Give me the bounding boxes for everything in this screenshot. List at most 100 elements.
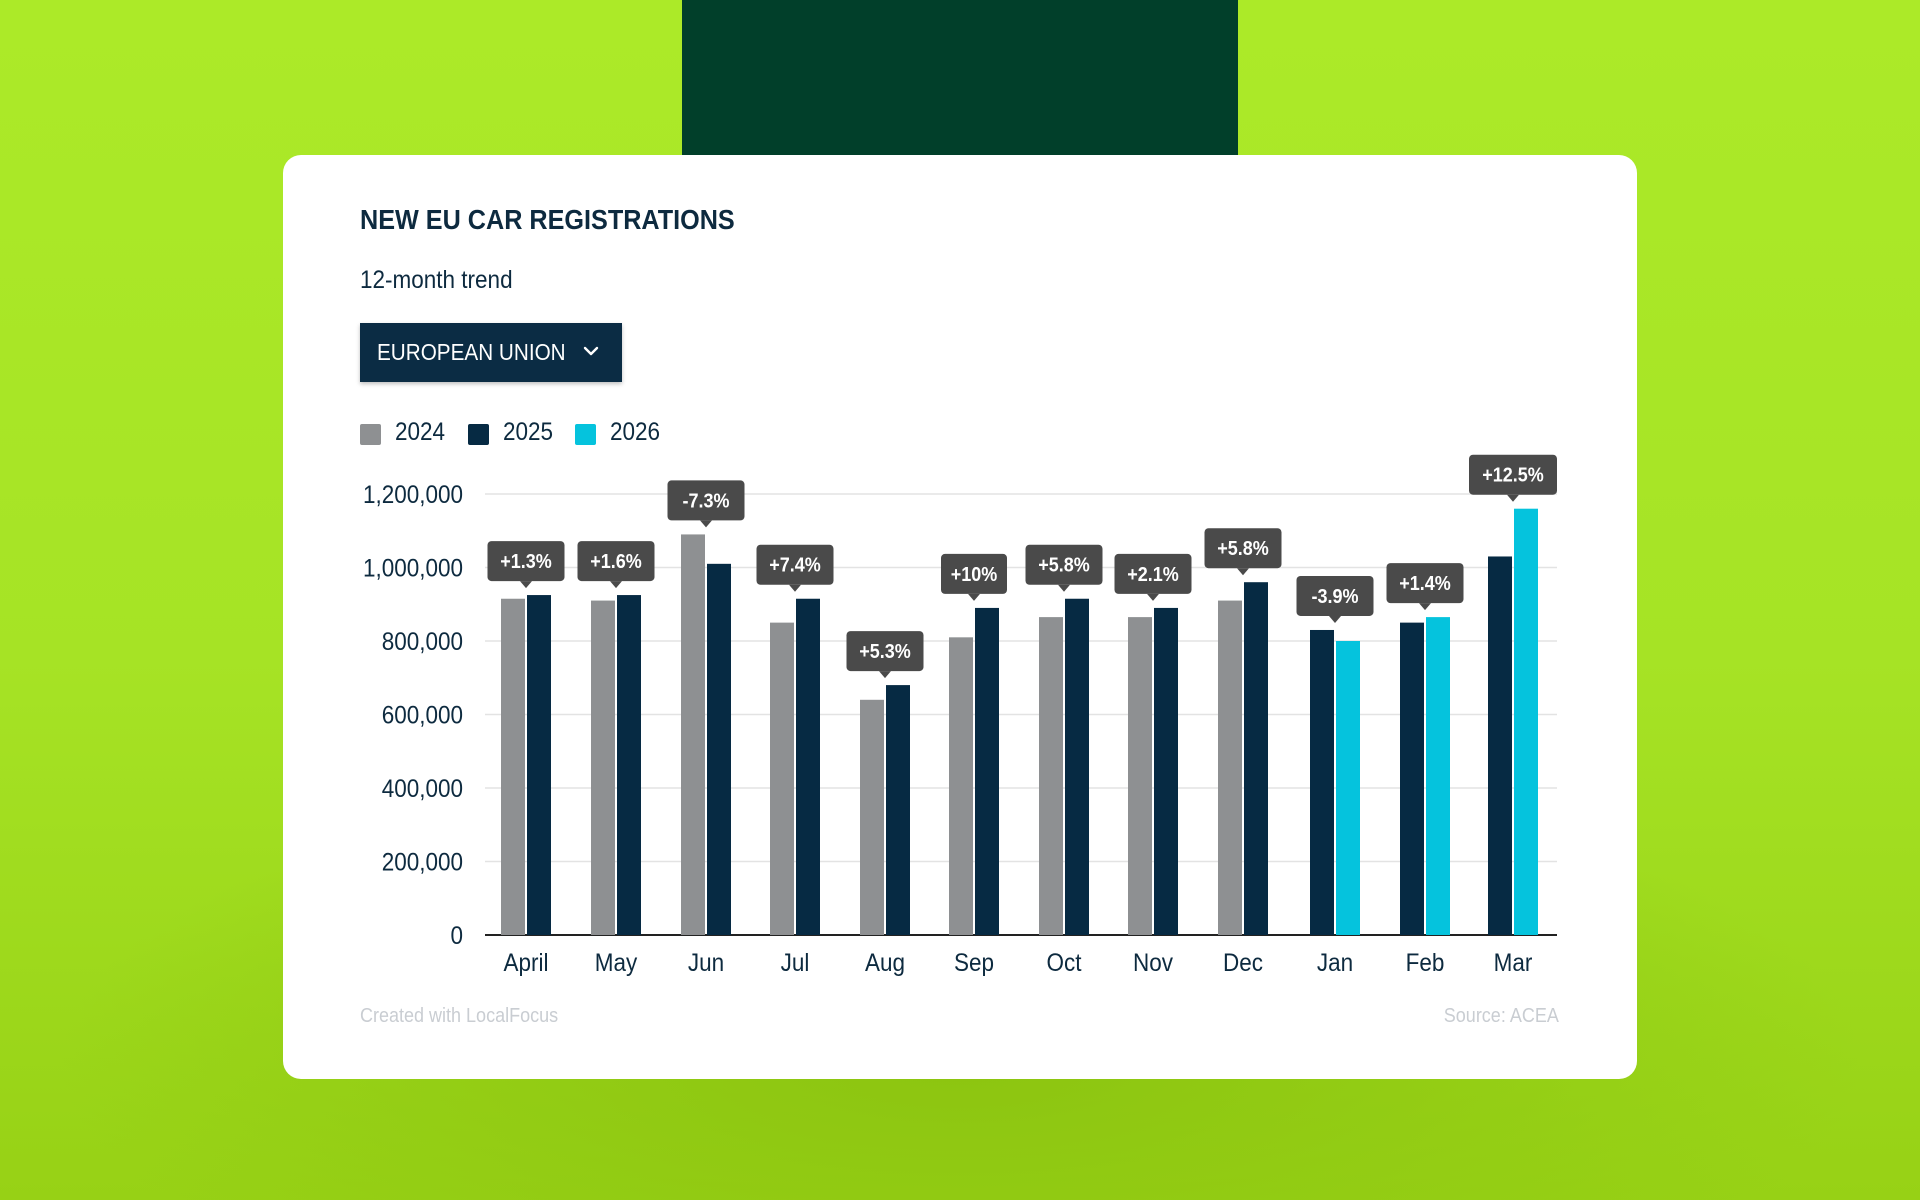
annotation-box <box>941 553 1007 594</box>
annotation-box <box>577 541 655 582</box>
annotation-box <box>1386 563 1464 604</box>
annotation-label: -3.9% <box>1311 586 1358 608</box>
x-tick-label: Jan <box>1317 949 1353 977</box>
change-annotation: -7.3% <box>667 480 745 528</box>
legend-swatch-2025 <box>468 424 489 445</box>
x-tick-label: Feb <box>1406 949 1445 977</box>
chart-card: NEW EU CAR REGISTRATIONS 12-month trend … <box>283 155 1637 1079</box>
change-annotation: +1.6% <box>577 541 655 589</box>
annotation-pointer <box>520 581 532 589</box>
annotation-label: +12.5% <box>1482 465 1544 487</box>
annotation-label: +1.3% <box>500 551 552 573</box>
annotation-pointer <box>789 584 801 592</box>
annotation-box <box>1204 528 1282 569</box>
bar-2024 <box>1039 617 1063 935</box>
change-annotation: +1.3% <box>487 541 565 589</box>
x-tick-label: May <box>595 949 638 977</box>
annotation-pointer <box>1419 603 1431 611</box>
change-annotation: +10% <box>941 553 1007 601</box>
y-tick-label: 200,000 <box>382 848 463 876</box>
chart-subtitle: 12-month trend <box>360 266 513 294</box>
header-color-block <box>682 0 1238 160</box>
annotation-label: +7.4% <box>769 555 821 577</box>
annotation-pointer <box>968 593 980 601</box>
source-label: Source: <box>1443 1005 1506 1027</box>
bar-2025 <box>1244 582 1268 935</box>
bar-2025 <box>617 595 641 935</box>
bar-2026 <box>1426 617 1450 935</box>
annotation-label: +1.4% <box>1399 573 1451 595</box>
bar-2026 <box>1336 641 1360 935</box>
legend-swatch-2024 <box>360 424 381 445</box>
change-annotation: +7.4% <box>756 544 834 592</box>
bar-2025 <box>796 598 820 935</box>
annotation-label: +10% <box>951 564 998 586</box>
annotation-pointer <box>1058 584 1070 592</box>
x-tick-label: April <box>504 949 549 977</box>
x-tick-label: Aug <box>865 949 905 977</box>
annotation-pointer <box>1329 615 1341 623</box>
legend-label-2025: 2025 <box>503 418 554 446</box>
footer-credit: Created with LocalFocus <box>360 1005 559 1027</box>
annotation-box <box>667 480 745 521</box>
legend-label-2024: 2024 <box>395 418 446 446</box>
y-tick-label: 1,000,000 <box>363 554 463 582</box>
annotation-pointer <box>1507 494 1519 502</box>
footer-source: Source: ACEA <box>1444 1005 1559 1028</box>
annotation-label: +5.3% <box>859 641 911 663</box>
change-annotation: +12.5% <box>1469 454 1557 502</box>
annotation-label: +1.6% <box>590 551 642 573</box>
change-annotation: +5.8% <box>1204 528 1282 576</box>
x-tick-label: Nov <box>1133 949 1173 977</box>
annotation-pointer <box>1237 568 1249 576</box>
annotation-box <box>1469 454 1557 495</box>
legend-label-2026: 2026 <box>610 418 661 446</box>
x-tick-label: Sep <box>954 949 994 977</box>
annotation-pointer <box>879 671 891 679</box>
annotation-pointer <box>610 581 622 589</box>
region-dropdown-label: EUROPEAN UNION <box>377 339 566 365</box>
annotation-label: -7.3% <box>682 491 729 513</box>
bar-2025 <box>527 595 551 935</box>
change-annotation: -3.9% <box>1296 575 1374 623</box>
x-tick-label: Jun <box>688 949 724 977</box>
bar-2024 <box>501 598 525 935</box>
y-tick-label: 0 <box>450 922 463 950</box>
source-value: ACEA <box>1509 1005 1559 1027</box>
y-tick-label: 600,000 <box>382 701 463 729</box>
bar-2025 <box>1154 607 1178 935</box>
annotation-box <box>487 541 565 582</box>
legend-swatch-2026 <box>575 424 596 445</box>
annotation-pointer <box>700 520 712 528</box>
annotation-box <box>1025 544 1103 585</box>
y-tick-label: 400,000 <box>382 775 463 803</box>
bar-2024 <box>860 699 884 935</box>
bar-2025 <box>1400 622 1424 935</box>
bar-2025 <box>707 563 731 935</box>
bar-2025 <box>886 685 910 935</box>
bar-2024 <box>681 534 705 935</box>
bar-2025 <box>1310 629 1334 935</box>
bar-2025 <box>975 607 999 935</box>
change-annotation: +5.8% <box>1025 544 1103 592</box>
bar-2024 <box>770 622 794 935</box>
y-tick-label: 800,000 <box>382 628 463 656</box>
annotation-box <box>846 631 924 672</box>
y-tick-label: 1,200,000 <box>363 481 463 509</box>
bar-2024 <box>949 637 973 935</box>
annotation-label: +5.8% <box>1217 538 1269 560</box>
change-annotation: +5.3% <box>846 631 924 679</box>
x-tick-label: Oct <box>1047 949 1082 977</box>
x-tick-label: Dec <box>1223 949 1263 977</box>
chevron-down-icon <box>583 346 599 356</box>
annotation-box <box>756 544 834 585</box>
region-dropdown[interactable]: EUROPEAN UNION <box>360 323 622 382</box>
annotation-box <box>1296 575 1374 616</box>
bar-2024 <box>1218 600 1242 935</box>
annotation-box <box>1114 553 1192 594</box>
bar-2025 <box>1065 598 1089 935</box>
bar-2024 <box>1128 617 1152 935</box>
bar-chart: 0 200,000 400,000 600,000 800,000 1,000,000 1,… <box>363 454 1557 977</box>
change-annotation: +2.1% <box>1114 553 1192 601</box>
annotation-label: +2.1% <box>1127 564 1179 586</box>
